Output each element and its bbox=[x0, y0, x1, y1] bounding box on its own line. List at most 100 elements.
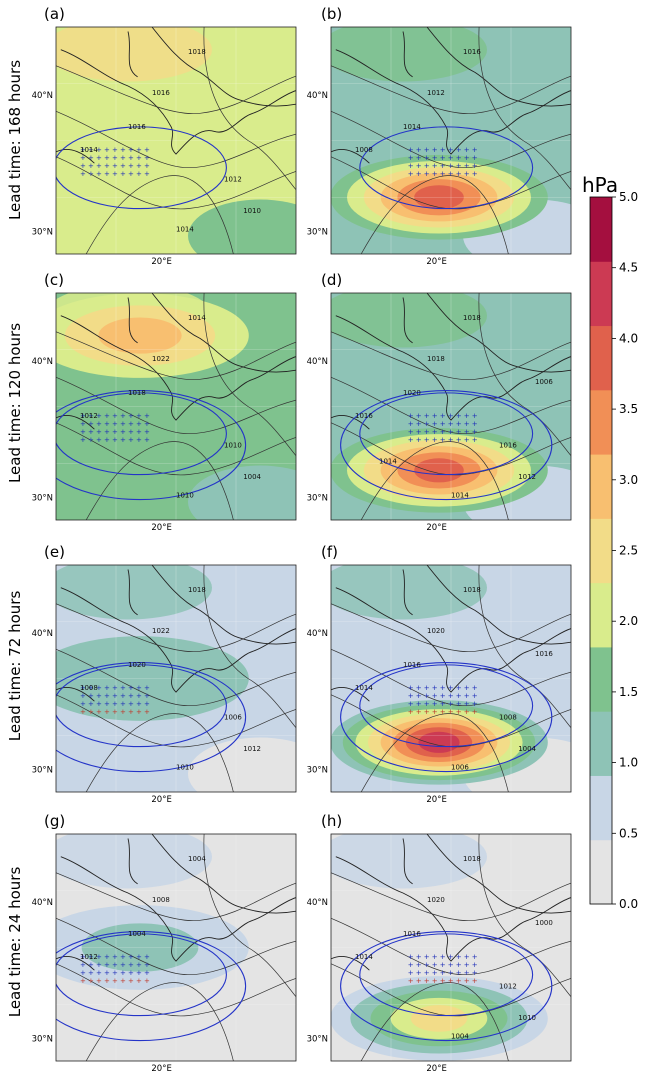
stipple-mark: + bbox=[96, 412, 102, 420]
field-patch bbox=[188, 465, 296, 520]
isobar-label: 1014 bbox=[188, 314, 206, 322]
isobar-line bbox=[56, 963, 296, 1017]
stipple-mark: + bbox=[424, 420, 430, 428]
isobar-label: 1020 bbox=[128, 661, 146, 669]
stipple-mark: + bbox=[472, 428, 478, 436]
stipple-mark: + bbox=[448, 436, 454, 444]
stipple-mark: + bbox=[416, 708, 422, 716]
isobar-label: 1016 bbox=[355, 412, 373, 420]
y-tick-label: 40°N bbox=[32, 357, 53, 367]
panel-label: (b) bbox=[321, 5, 342, 23]
stipple-mark: + bbox=[440, 436, 446, 444]
stipple-mark: + bbox=[80, 969, 86, 977]
stipple-mark: + bbox=[104, 961, 110, 969]
stipple-mark: + bbox=[432, 969, 438, 977]
isobar-label: 1018 bbox=[463, 586, 481, 594]
field-patch bbox=[331, 565, 487, 620]
stipple-mark: + bbox=[104, 708, 110, 716]
stipple-mark: + bbox=[128, 708, 134, 716]
stipple-mark: + bbox=[464, 969, 470, 977]
stipple-mark: + bbox=[472, 436, 478, 444]
isobar-label: 1012 bbox=[499, 982, 517, 990]
stipple-mark: + bbox=[440, 428, 446, 436]
y-tick-label: 30°N bbox=[307, 1034, 328, 1044]
stipple-mark: + bbox=[456, 692, 462, 700]
stipple-mark: + bbox=[144, 969, 150, 977]
row-labels: Lead time: 168 hours Lead time: 120 hour… bbox=[6, 60, 24, 1017]
colorbar-segment bbox=[590, 454, 612, 519]
field-patch bbox=[331, 834, 487, 889]
stipple-mark: + bbox=[432, 428, 438, 436]
panel-frame bbox=[55, 564, 297, 793]
stipple-mark: + bbox=[136, 700, 142, 708]
isobar-label: 1016 bbox=[463, 48, 481, 56]
isobar-line bbox=[331, 422, 571, 476]
stipple-mark: + bbox=[416, 700, 422, 708]
stipple-mark: + bbox=[440, 154, 446, 162]
stipple-mark: + bbox=[128, 953, 134, 961]
colorbar-segment bbox=[590, 197, 612, 262]
coastline bbox=[331, 838, 413, 971]
stipple-mark: + bbox=[448, 692, 454, 700]
isobar-line bbox=[478, 565, 571, 729]
stipple-mark: + bbox=[88, 154, 94, 162]
stipple-mark: + bbox=[424, 162, 430, 170]
isobar-label: 1008 bbox=[152, 896, 170, 904]
stipple-mark: + bbox=[144, 412, 150, 420]
colorbar-tick-label: 2.5 bbox=[619, 544, 638, 558]
stipple-mark: + bbox=[424, 977, 430, 985]
stipple-mark: + bbox=[416, 162, 422, 170]
stipple-mark: + bbox=[408, 708, 414, 716]
stipple-mark: + bbox=[408, 154, 414, 162]
isobar-line bbox=[331, 603, 571, 653]
y-tick-label: 40°N bbox=[307, 91, 328, 101]
stipple-mark: + bbox=[456, 961, 462, 969]
stipple-mark: + bbox=[416, 412, 422, 420]
stipple-mark: + bbox=[120, 162, 126, 170]
stipple-mark: + bbox=[120, 412, 126, 420]
panel-frame bbox=[330, 564, 572, 793]
isobar-label: 1014 bbox=[403, 123, 421, 131]
isobar-line bbox=[360, 175, 509, 254]
stipple-mark: + bbox=[128, 436, 134, 444]
isobar-line bbox=[56, 376, 296, 435]
field-patch bbox=[188, 737, 296, 792]
y-tick-label: 40°N bbox=[32, 629, 53, 639]
stipple-mark: + bbox=[432, 961, 438, 969]
panels: ++++++++++++++++++++++++++++++++++++1018… bbox=[32, 5, 572, 1074]
stipple-mark: + bbox=[440, 708, 446, 716]
stipple-mark: + bbox=[424, 708, 430, 716]
isobar-label: 1000 bbox=[535, 919, 553, 927]
isobar-label: 1014 bbox=[176, 225, 194, 233]
stipple-mark: + bbox=[456, 953, 462, 961]
isobar-line bbox=[331, 648, 571, 707]
stipple-mark: + bbox=[96, 961, 102, 969]
colorbar-tick-label: 3.0 bbox=[619, 473, 638, 487]
stipple-mark: + bbox=[120, 961, 126, 969]
stipple-mark: + bbox=[80, 162, 86, 170]
panel-map: ++++++++++++++++++++++++++++++++++++1014… bbox=[56, 293, 296, 520]
stipple-mark: + bbox=[440, 146, 446, 154]
significance-stipple: ++++++++++++++++++++++++++++++++++++ bbox=[408, 146, 478, 178]
stipple-mark: + bbox=[112, 708, 118, 716]
stipple-mark: + bbox=[80, 708, 86, 716]
panel-map: ++++++++++++++++++++++++++++++++++++1018… bbox=[331, 565, 571, 792]
y-tick-label: 40°N bbox=[32, 898, 53, 908]
significance-contour bbox=[359, 664, 534, 748]
stipple-mark: + bbox=[88, 961, 94, 969]
panel-label: (c) bbox=[44, 271, 64, 289]
significance-stipple: ++++++++++++++++++++++++++++++++++++ bbox=[80, 953, 150, 985]
colorbar-segment bbox=[590, 711, 612, 776]
stipple-mark: + bbox=[80, 977, 86, 985]
field-blob-ring bbox=[410, 1005, 468, 1032]
colorbar-unit: hPa bbox=[582, 173, 618, 197]
isobar-line bbox=[203, 834, 296, 998]
isobar-label: 1022 bbox=[152, 627, 170, 635]
stipple-mark: + bbox=[136, 692, 142, 700]
isobar-line bbox=[478, 27, 571, 191]
isobar-line bbox=[56, 648, 296, 707]
isobar-line bbox=[85, 713, 234, 792]
stipple-mark: + bbox=[80, 154, 86, 162]
isobar-label: 1014 bbox=[355, 953, 373, 961]
coastline bbox=[335, 587, 571, 693]
